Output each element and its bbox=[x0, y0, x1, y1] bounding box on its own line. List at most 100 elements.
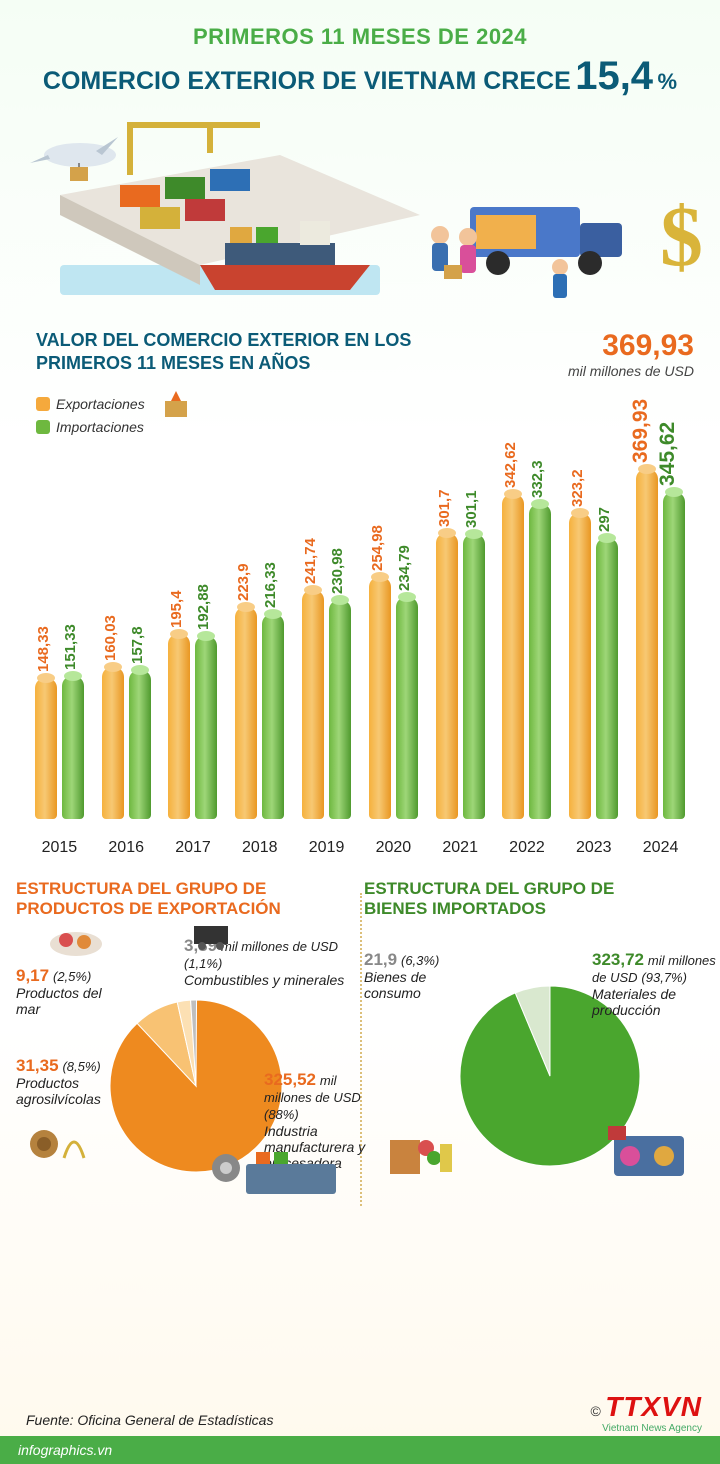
bar-import-label: 192,88 bbox=[195, 584, 212, 630]
bar-export-label: 160,03 bbox=[102, 616, 119, 662]
bar-export-label: 223,9 bbox=[235, 563, 252, 601]
legend-export-label: Exportaciones bbox=[56, 396, 145, 412]
axis-year: 2015 bbox=[30, 839, 88, 857]
axis-year: 2022 bbox=[498, 839, 556, 857]
logo: © TTXVN Vietnam News Agency bbox=[590, 1391, 702, 1434]
year-group: 254,98234,79 bbox=[364, 577, 422, 819]
site-url: infographics.vn bbox=[18, 1442, 112, 1458]
bar-export-label: 254,98 bbox=[369, 526, 386, 572]
year-group: 342,62332,3 bbox=[498, 494, 556, 819]
axis-year: 2024 bbox=[632, 839, 690, 857]
axis-year: 2023 bbox=[565, 839, 623, 857]
year-group: 323,2297 bbox=[565, 513, 623, 819]
footer: Fuente: Oficina General de Estadísticas … bbox=[0, 1412, 720, 1464]
header: PRIMEROS 11 MESES DE 2024 COMERCIO EXTER… bbox=[0, 0, 720, 109]
bar-export: 369,93 bbox=[636, 469, 658, 819]
year-group: 369,93345,62 bbox=[632, 469, 690, 819]
pie-export-col: ESTRUCTURA DEL GRUPO DE PRODUCTOS DE EXP… bbox=[16, 879, 356, 1206]
bar-chart: 148,33151,33160,03157,8195,4192,88223,92… bbox=[26, 437, 694, 857]
title: COMERCIO EXTERIOR DE VIETNAM CRECE 15,4 … bbox=[20, 54, 700, 99]
pie-export-title: ESTRUCTURA DEL GRUPO DE PRODUCTOS DE EXP… bbox=[16, 879, 356, 920]
pie-label: 3,89 mil millones de USD (1,1%)Combustib… bbox=[184, 936, 364, 989]
bar-export-label: 342,62 bbox=[502, 443, 519, 489]
legend: Exportaciones bbox=[36, 389, 720, 419]
legend-import-label: Importaciones bbox=[56, 419, 144, 435]
bar-export: 301,7 bbox=[436, 533, 458, 819]
bar-import-label: 345,62 bbox=[656, 421, 680, 485]
bar-export-label: 323,2 bbox=[569, 469, 586, 507]
bar-export: 160,03 bbox=[102, 667, 124, 819]
title-main: COMERCIO EXTERIOR DE VIETNAM CRECE bbox=[43, 67, 571, 95]
title-percent: 15,4 bbox=[575, 54, 653, 98]
swatch-import bbox=[36, 420, 50, 434]
pie-label: 9,17 (2,5%)Productos del mar bbox=[16, 966, 116, 1018]
bar-chart-header: VALOR DEL COMERCIO EXTERIOR EN LOS PRIME… bbox=[0, 325, 720, 379]
bar-import-label: 216,33 bbox=[262, 562, 279, 608]
supertitle: PRIMEROS 11 MESES DE 2024 bbox=[20, 24, 700, 50]
pie-import-title: ESTRUCTURA DEL GRUPO DE BIENES IMPORTADO… bbox=[364, 879, 704, 920]
bar-import: 151,33 bbox=[62, 676, 84, 819]
pie-label: 31,35 (8,5%)Productos agrosilvícolas bbox=[16, 1056, 116, 1108]
bar-import: 297 bbox=[596, 538, 618, 819]
bar-export: 241,74 bbox=[302, 590, 324, 819]
bar-export-label: 195,4 bbox=[168, 590, 185, 628]
legend-2: Importaciones bbox=[36, 419, 720, 435]
pie-import-col: ESTRUCTURA DEL GRUPO DE BIENES IMPORTADO… bbox=[364, 879, 704, 1206]
bar-import: 216,33 bbox=[262, 614, 284, 819]
axis-year: 2020 bbox=[364, 839, 422, 857]
bar-import-label: 230,98 bbox=[329, 548, 346, 594]
year-group: 301,7301,1 bbox=[431, 533, 489, 819]
pie-label: 325,52 mil millones de USD (88%)Industri… bbox=[264, 1070, 374, 1172]
title-percent-unit: % bbox=[658, 69, 678, 94]
bar-import: 234,79 bbox=[396, 597, 418, 819]
logo-sub: Vietnam News Agency bbox=[590, 1423, 702, 1434]
year-group: 241,74230,98 bbox=[298, 590, 356, 819]
bar-export-label: 369,93 bbox=[629, 398, 653, 462]
bar-import: 157,8 bbox=[129, 670, 151, 819]
bar-export: 254,98 bbox=[369, 577, 391, 819]
footbar: infographics.vn bbox=[0, 1436, 720, 1464]
legend-export: Exportaciones bbox=[36, 396, 145, 412]
year-group: 160,03157,8 bbox=[97, 667, 155, 819]
highlight-value: 369,93 bbox=[568, 329, 694, 363]
axis-year: 2018 bbox=[231, 839, 289, 857]
year-group: 223,9216,33 bbox=[231, 607, 289, 819]
bar-export: 342,62 bbox=[502, 494, 524, 819]
axis-year: 2019 bbox=[298, 839, 356, 857]
axis-year: 2021 bbox=[431, 839, 489, 857]
bar-import-label: 151,33 bbox=[62, 624, 79, 670]
axis-year: 2016 bbox=[97, 839, 155, 857]
bar-import: 332,3 bbox=[529, 504, 551, 819]
bar-import: 345,62 bbox=[663, 492, 685, 819]
pie-label: 323,72 mil millones de USD (93,7%)Materi… bbox=[592, 950, 720, 1019]
bar-import: 192,88 bbox=[195, 636, 217, 819]
pie-label: 21,9 (6,3%)Bienes de consumo bbox=[364, 950, 474, 1002]
copyright: © bbox=[590, 1403, 600, 1419]
swatch-export bbox=[36, 397, 50, 411]
box-icon bbox=[159, 389, 195, 419]
bar-import: 301,1 bbox=[463, 534, 485, 819]
bar-export: 323,2 bbox=[569, 513, 591, 819]
hero-illustration: $ bbox=[0, 115, 720, 325]
svg-text:$: $ bbox=[660, 188, 703, 284]
axis-year: 2017 bbox=[164, 839, 222, 857]
bar-import-label: 332,3 bbox=[529, 461, 546, 499]
bar-export-label: 148,33 bbox=[35, 627, 52, 673]
bar-import-label: 234,79 bbox=[396, 545, 413, 591]
bar-export-label: 301,7 bbox=[436, 490, 453, 528]
year-group: 195,4192,88 bbox=[164, 634, 222, 819]
year-group: 148,33151,33 bbox=[30, 676, 88, 819]
highlight-unit: mil millones de USD bbox=[568, 363, 694, 379]
bar-import: 230,98 bbox=[329, 600, 351, 819]
legend-import: Importaciones bbox=[36, 419, 144, 435]
bar-import-label: 297 bbox=[596, 507, 613, 532]
bar-chart-title-l1: VALOR DEL COMERCIO EXTERIOR EN LOS bbox=[36, 329, 568, 352]
bar-import-label: 157,8 bbox=[129, 626, 146, 664]
bar-export: 195,4 bbox=[168, 634, 190, 819]
pie-section: ESTRUCTURA DEL GRUPO DE PRODUCTOS DE EXP… bbox=[0, 857, 720, 1206]
bar-export: 223,9 bbox=[235, 607, 257, 819]
logo-main: TTXVN bbox=[605, 1391, 702, 1422]
bar-export-label: 241,74 bbox=[302, 538, 319, 584]
bar-export: 148,33 bbox=[35, 678, 57, 819]
bar-chart-title-l2: PRIMEROS 11 MESES EN AÑOS bbox=[36, 352, 568, 375]
